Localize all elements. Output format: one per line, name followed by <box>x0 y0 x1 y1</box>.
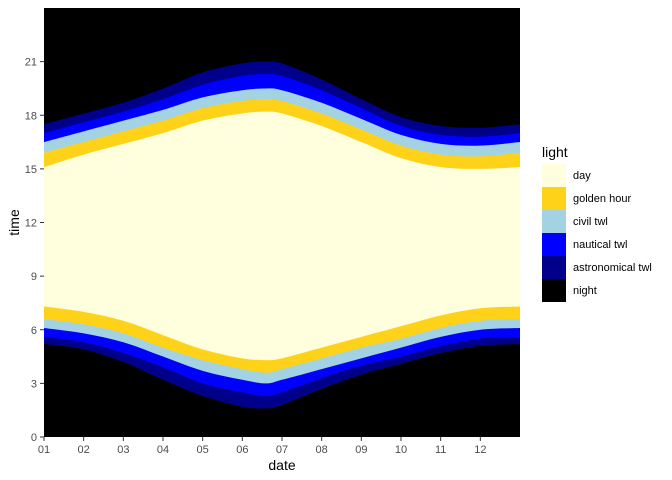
y-tick-label: 6 <box>31 325 37 337</box>
x-tick-label: 06 <box>236 444 248 456</box>
y-tick-label: 12 <box>25 218 37 230</box>
x-tick-label: 09 <box>355 444 367 456</box>
y-axis-title: time <box>6 209 22 236</box>
plot-area <box>44 8 520 437</box>
legend-label: civil twl <box>573 216 608 228</box>
x-tick-label: 05 <box>197 444 209 456</box>
x-tick-label: 02 <box>78 444 90 456</box>
legend-key-golden-hour <box>542 187 566 210</box>
legend-key-astronomical-twl <box>542 256 566 279</box>
y-tick-label: 9 <box>31 271 37 283</box>
legend-label: nautical twl <box>573 239 627 251</box>
legend-key-nautical-twl <box>542 233 566 256</box>
legend-label: astronomical twl <box>573 262 652 274</box>
x-tick-label: 04 <box>157 444 169 456</box>
y-tick-label: 18 <box>25 110 37 122</box>
x-tick-label: 11 <box>435 444 446 456</box>
x-tick-label: 12 <box>474 444 486 456</box>
legend-key-civil-twl <box>542 210 566 233</box>
x-tick-label: 08 <box>316 444 328 456</box>
legend: light day golden hour civil twl nautical tw… <box>542 144 652 302</box>
y-tick-label: 0 <box>31 432 37 444</box>
legend-key-day <box>542 164 566 187</box>
legend-items: day golden hour civil twl nautical twl astro… <box>542 164 652 302</box>
y-tick-label: 21 <box>25 57 37 69</box>
x-tick-label: 01 <box>38 444 50 456</box>
y-tick-label: 15 <box>25 164 37 176</box>
y-tick-label: 3 <box>31 378 37 390</box>
legend-key-night <box>542 279 566 302</box>
x-tick-label: 10 <box>395 444 407 456</box>
legend-title: light <box>542 144 568 160</box>
legend-label: golden hour <box>573 193 631 205</box>
x-tick-label: 07 <box>276 444 288 456</box>
legend-label: night <box>573 285 597 297</box>
y-axis: 0 3 6 9 12 15 18 21 <box>25 57 44 444</box>
legend-label: day <box>573 170 591 182</box>
light-bands <box>44 61 520 409</box>
band-day <box>44 111 520 361</box>
x-axis: 01 02 03 04 05 06 07 08 09 10 11 12 <box>38 437 486 456</box>
x-axis-title: date <box>268 457 295 473</box>
x-tick-label: 03 <box>117 444 129 456</box>
